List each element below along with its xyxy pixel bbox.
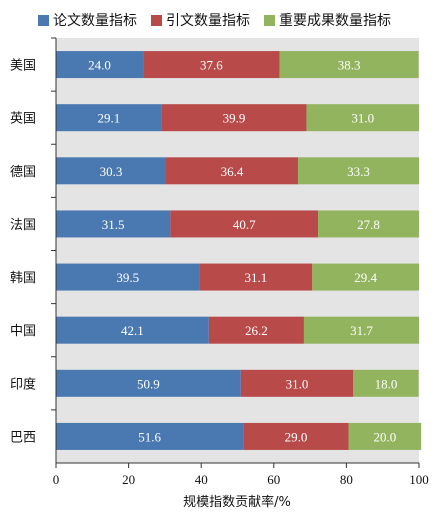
bar-segment-1-2 [165,157,299,185]
bars-group [56,51,422,450]
legend-swatch-papers [38,14,49,26]
data-label-1-7: 29.0 [285,429,308,444]
bar-segment-0-1 [56,104,162,132]
bar-segment-1-6 [240,369,354,397]
bar-segment-0-7 [56,422,244,450]
data-label-0-1: 29.1 [97,111,120,126]
bar-segment-2-7 [348,422,422,450]
category-label-2: 德国 [10,165,36,180]
x-axis: 0 20 40 60 80 100 [51,37,429,487]
bar-segment-2-6 [353,369,419,397]
legend-item-papers: 论文数量指标 [38,10,137,30]
x-tick-label-2: 40 [195,472,208,487]
bar-segment-2-5 [303,316,419,344]
bar-segment-0-0 [56,51,144,79]
bar-segment-2-4 [312,263,419,291]
category-label-5: 中国 [10,324,36,339]
x-tick-label-3: 60 [267,472,280,487]
bar-segment-1-1 [161,104,307,132]
data-label-0-5: 42.1 [121,323,144,338]
plot-background [56,38,419,463]
x-axis-title: 规模指数贡献率/% [183,494,291,510]
bar-segment-1-0 [143,51,280,79]
legend-label-citations: 引文数量指标 [166,13,250,29]
data-label-0-6: 50.9 [137,376,160,391]
data-label-0-2: 30.3 [100,164,123,179]
data-label-2-1: 31.0 [351,111,374,126]
category-label-3: 法国 [10,218,36,233]
data-label-1-0: 37.6 [200,58,223,73]
category-label-4: 韩国 [10,271,36,286]
bar-segment-0-4 [56,263,200,291]
legend-label-papers: 论文数量指标 [53,13,137,29]
x-tick-label-5: 100 [409,472,429,487]
category-label-1: 英国 [10,112,36,127]
bar-segment-1-4 [199,263,313,291]
data-label-2-2: 33.3 [347,164,370,179]
data-label-2-4: 29.4 [354,270,377,285]
data-label-0-4: 39.5 [116,270,139,285]
data-label-2-5: 31.7 [350,323,373,338]
category-label-7: 巴西 [10,430,36,445]
bar-segment-2-3 [318,210,419,238]
bar-segment-2-1 [306,104,419,132]
data-label-1-2: 36.4 [221,164,244,179]
data-label-1-5: 26.2 [245,323,268,338]
data-label-0-7: 51.6 [138,429,161,444]
x-tick-label-4: 80 [340,472,353,487]
bar-segment-2-2 [298,157,419,185]
data-label-1-6: 31.0 [286,376,309,391]
data-label-1-3: 40.7 [233,217,256,232]
bar-segment-0-5 [56,316,209,344]
data-label-0-3: 31.5 [102,217,125,232]
x-tick-label-1: 20 [122,472,135,487]
data-label-0-0: 24.0 [88,58,111,73]
legend-label-key-results: 重要成果数量指标 [279,13,391,29]
data-label-2-3: 27.8 [357,217,380,232]
data-label-1-4: 31.1 [244,270,267,285]
legend: 论文数量指标 引文数量指标 重要成果数量指标 [38,10,431,30]
data-label-2-7: 20.0 [374,429,397,444]
data-label-1-1: 39.9 [223,111,246,126]
legend-swatch-key-results [264,14,275,26]
bar-segment-1-5 [208,316,304,344]
bar-segment-0-2 [56,157,166,185]
bar-segment-1-3 [170,210,319,238]
data-label-2-0: 38.3 [338,58,361,73]
category-label-0: 美国 [10,59,36,74]
legend-item-citations: 引文数量指标 [151,10,250,30]
legend-item-key-results: 重要成果数量指标 [264,10,391,30]
bar-segment-0-6 [56,369,241,397]
legend-swatch-citations [151,14,162,26]
category-label-6: 印度 [10,376,36,392]
bar-segment-2-0 [279,51,419,79]
bar-segment-0-3 [56,210,171,238]
bar-segment-1-7 [243,422,349,450]
x-tick-label-0: 0 [53,472,60,487]
data-label-2-6: 18.0 [375,376,398,391]
data-labels-group: 24.0 37.6 38.3 29.1 39.9 31.0 30.3 36.4 33.3 31.5… [88,58,397,445]
